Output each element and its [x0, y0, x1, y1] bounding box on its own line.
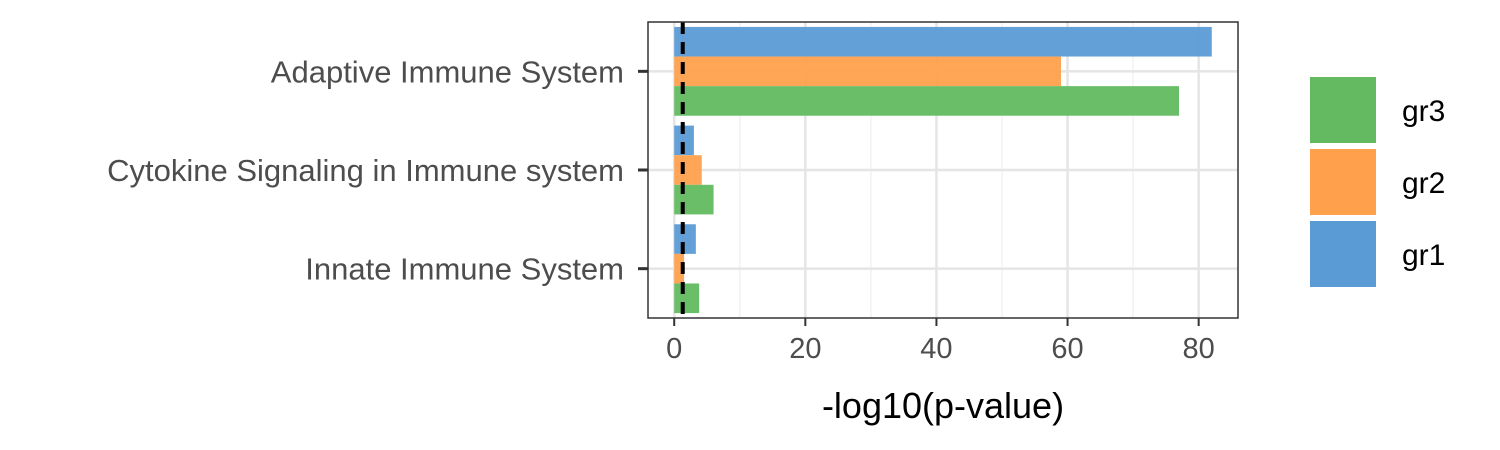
- x-tick-label: 60: [1051, 333, 1083, 365]
- bar-gr1-1: [674, 125, 694, 156]
- legend-key-gr1: [1310, 221, 1376, 287]
- x-axis-title: -log10(p-value): [822, 385, 1064, 426]
- bar-gr1-2: [674, 224, 696, 254]
- legend: gr3 gr2 gr1: [1310, 77, 1445, 287]
- legend-label-gr2: gr2: [1402, 167, 1445, 200]
- bar-gr1-0: [674, 26, 1212, 57]
- x-tick-label: 40: [920, 333, 952, 365]
- y-category-label: Cytokine Signaling in Immune system: [107, 153, 624, 188]
- legend-key-gr3: [1310, 77, 1376, 143]
- bar-gr3-2: [674, 283, 700, 314]
- legend-key-gr2: [1310, 149, 1376, 215]
- y-category-label: Innate Immune System: [305, 252, 624, 287]
- x-tick-label: 20: [789, 333, 821, 365]
- x-tick-label: 0: [666, 333, 682, 365]
- bar-gr2-1: [674, 155, 702, 185]
- axis-layer: 0 20 40 60 80 Adaptive Immune System Cytokine …: [107, 54, 1215, 365]
- x-tick-label: 80: [1183, 333, 1215, 365]
- bar-layer: [674, 26, 1212, 314]
- bar-gr3-0: [674, 86, 1179, 116]
- bar-gr3-1: [674, 184, 714, 215]
- bar-gr2-2: [674, 253, 685, 284]
- bar-gr2-0: [674, 56, 1061, 87]
- legend-label-gr3: gr3: [1402, 95, 1445, 128]
- y-category-label: Adaptive Immune System: [271, 54, 624, 89]
- legend-label-gr1: gr1: [1402, 239, 1445, 272]
